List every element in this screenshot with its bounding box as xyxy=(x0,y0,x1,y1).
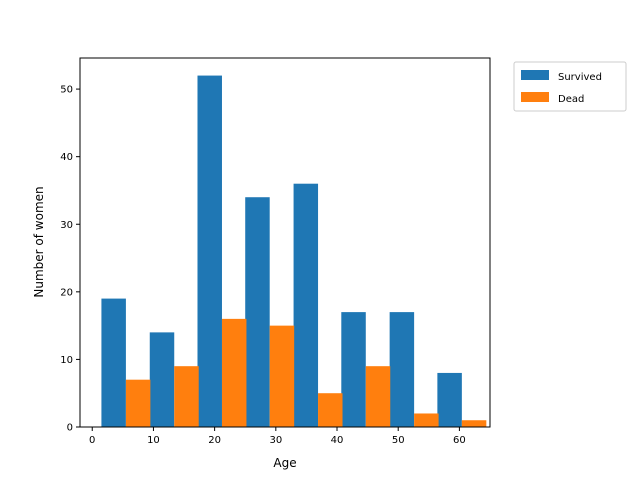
legend-label-survived: Survived xyxy=(558,72,602,83)
bar-survived-5 xyxy=(341,312,366,427)
bar-dead-6 xyxy=(414,413,439,427)
bar-survived-3 xyxy=(245,197,270,427)
bar-dead-4 xyxy=(318,393,343,427)
bar-survived-2 xyxy=(197,75,222,427)
bar-dead-2 xyxy=(221,318,247,427)
bar-dead-1 xyxy=(174,366,199,427)
y-tick-label: 10 xyxy=(60,355,73,366)
x-tick-label: 50 xyxy=(392,435,405,446)
bar-survived-6 xyxy=(389,312,415,427)
legend-label-dead: Dead xyxy=(558,94,584,105)
x-tick-label: 60 xyxy=(453,435,466,446)
bar-survived-4 xyxy=(293,183,319,427)
y-axis-ticks: 0 10 20 30 40 50 xyxy=(60,85,80,434)
x-axis-ticks: 0 10 20 30 40 50 60 xyxy=(89,427,466,446)
y-tick-label: 50 xyxy=(60,85,73,96)
legend: Survived Dead xyxy=(513,61,627,112)
y-tick-label: 30 xyxy=(60,220,73,231)
x-tick-label: 0 xyxy=(89,435,95,446)
x-axis-title: Age xyxy=(273,456,296,470)
bar-dead-5 xyxy=(365,366,391,427)
bars-group xyxy=(101,75,487,427)
x-tick-label: 30 xyxy=(269,435,282,446)
bar-survived-0 xyxy=(101,298,126,427)
y-tick-label: 20 xyxy=(60,287,73,298)
y-tick-label: 0 xyxy=(67,423,73,434)
bar-dead-7 xyxy=(461,420,487,427)
y-axis-title: Number of women xyxy=(32,186,46,297)
x-tick-label: 10 xyxy=(147,435,160,446)
bar-survived-7 xyxy=(437,372,462,427)
legend-swatch-dead xyxy=(521,92,549,102)
bar-dead-3 xyxy=(269,325,295,427)
bar-dead-0 xyxy=(125,379,151,427)
bar-survived-1 xyxy=(149,332,175,427)
plot-frame xyxy=(79,57,491,428)
x-tick-label: 40 xyxy=(331,435,344,446)
legend-swatch-survived xyxy=(521,70,549,80)
x-tick-label: 20 xyxy=(208,435,221,446)
y-tick-label: 40 xyxy=(60,152,73,163)
